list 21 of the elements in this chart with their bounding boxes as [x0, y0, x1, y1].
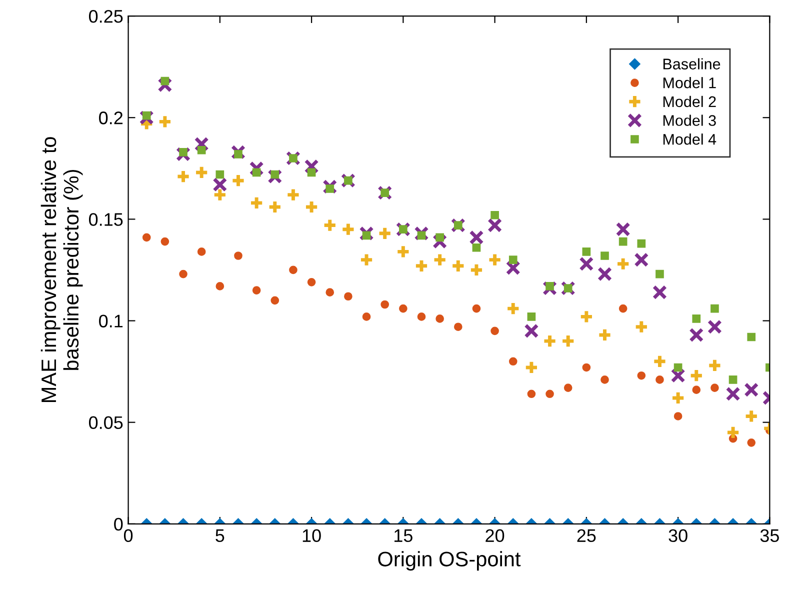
y-tick-label: 0 [114, 518, 123, 531]
y-tick-label: 0.2 [99, 112, 123, 124]
x-tick-label: 25 [577, 529, 596, 542]
y-tick-label: 0.25 [88, 10, 123, 23]
y-tick-label: 0.1 [99, 314, 123, 328]
x-tick-label: 15 [394, 529, 412, 542]
x-tick-label: 20 [486, 529, 504, 542]
x-tick-label: 10 [302, 529, 321, 542]
x-axis-title: Origin OS-point [378, 551, 521, 571]
legend-label: Model 3 [663, 114, 716, 126]
x-tick-label: 35 [760, 529, 779, 542]
legend-label: Model 4 [663, 134, 716, 145]
x-tick-label: 0 [124, 529, 133, 542]
x-tick-label: 30 [668, 529, 688, 542]
y-tick-label: 0.05 [88, 416, 123, 430]
y-tick-label: 0.15 [88, 213, 123, 226]
legend-label: Model 1 [663, 77, 716, 88]
legend-label: Model 2 [663, 96, 716, 108]
legend-label: Baseline [663, 58, 720, 70]
y-axis-title: MAE improvement relative to baseline predictor (%) [40, 137, 83, 402]
x-tick-label: 5 [216, 529, 224, 542]
